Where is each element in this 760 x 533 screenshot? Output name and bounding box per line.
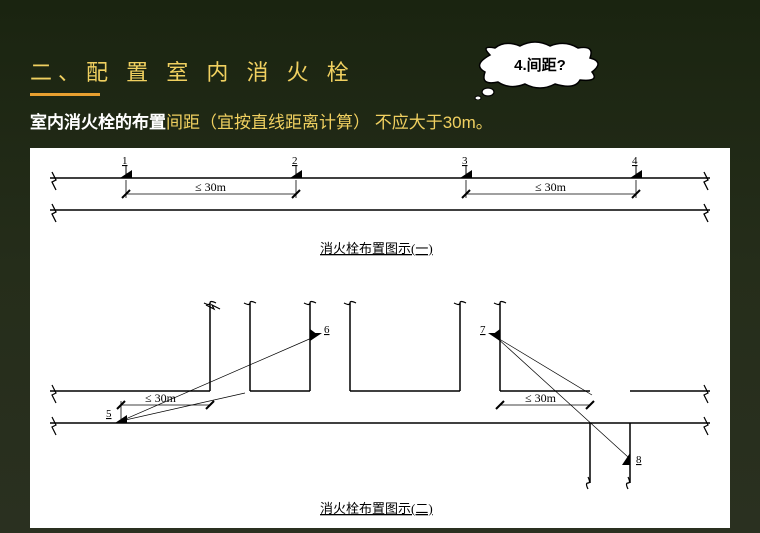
svg-text:7: 7 — [480, 324, 486, 336]
hydrant-3: 3 — [460, 155, 472, 178]
subtitle-part3: 不应大于30m。 — [370, 113, 493, 132]
hydrant-2: 2 — [290, 155, 302, 178]
diagram-panel: 1 2 3 4 ≤ 30m — [30, 148, 730, 528]
svg-text:3: 3 — [462, 155, 468, 167]
slide-header: 二、配 置 室 内 消 火 栓 4.间距? — [0, 0, 760, 96]
diagram1-caption: 消火栓布置图示(一) — [320, 241, 433, 256]
svg-text:6: 6 — [324, 324, 330, 336]
hydrant-4: 4 — [630, 155, 642, 178]
svg-text:2: 2 — [292, 155, 298, 167]
svg-text:1: 1 — [122, 155, 128, 167]
svg-text:≤ 30m: ≤ 30m — [195, 180, 227, 194]
callout-cloud: 4.间距? — [460, 40, 620, 90]
section-title: 二、配 置 室 内 消 火 栓 — [30, 55, 355, 87]
cloud-text: 4.间距? — [460, 54, 620, 75]
hydrant-6: 6 — [310, 324, 330, 341]
hydrant-7: 7 — [480, 324, 500, 341]
svg-text:4: 4 — [632, 155, 638, 167]
subtitle-text: 室内消火栓的布置间距（宜按直线距离计算） 不应大于30m。 — [0, 108, 760, 133]
svg-text:≤ 30m: ≤ 30m — [535, 180, 567, 194]
svg-text:≤ 30m: ≤ 30m — [525, 391, 557, 405]
svg-text:5: 5 — [106, 408, 112, 420]
technical-diagram: 1 2 3 4 ≤ 30m — [30, 148, 730, 528]
hydrant-1: 1 — [120, 155, 132, 178]
subtitle-part1: 室内消火栓的布置 — [30, 113, 166, 132]
hydrant-5: 5 — [106, 408, 127, 423]
diagram-2: 5 6 7 8 — [50, 302, 710, 517]
diagram2-caption: 消火栓布置图示(二) — [320, 501, 433, 516]
subtitle-part2: 间距（宜按直线距离计算） — [166, 113, 370, 132]
diagram-1: 1 2 3 4 ≤ 30m — [50, 155, 710, 256]
svg-text:≤ 30m: ≤ 30m — [145, 391, 177, 405]
hydrant-8: 8 — [622, 453, 642, 466]
svg-text:8: 8 — [636, 454, 642, 466]
title-underline — [30, 93, 100, 96]
